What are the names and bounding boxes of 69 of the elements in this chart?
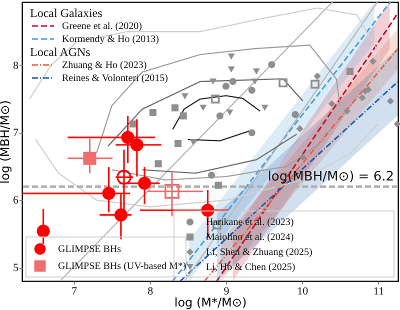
y-tick-label: 7 (13, 127, 19, 140)
y-tick-label: 8 (13, 60, 19, 72)
point (138, 176, 152, 190)
point (102, 186, 116, 200)
y-tick-label: 5 (13, 262, 19, 274)
point (200, 104, 207, 111)
annotation: Local AGNs (30, 45, 91, 59)
point (248, 86, 256, 94)
point (121, 130, 134, 144)
point (149, 108, 156, 116)
point (299, 153, 306, 161)
point (394, 120, 400, 128)
point (36, 224, 50, 238)
point (181, 93, 188, 100)
x-axis-title: log (M*/M⊙) (174, 296, 247, 310)
x-tick-label: 10 (297, 286, 309, 298)
line-series (29, 7, 383, 100)
point (174, 140, 182, 148)
x-tick-label: 7 (72, 286, 78, 298)
point (130, 138, 144, 152)
x-tick-label: 9 (224, 286, 230, 298)
point (226, 109, 234, 116)
point (369, 58, 376, 65)
legend-label: GLIMPSE BHs (UV-based M*) (58, 261, 186, 272)
point (268, 61, 276, 68)
legend-label: Kormendy & Ho (2013) (62, 34, 159, 45)
point (251, 78, 258, 85)
point (358, 94, 366, 102)
legend-label: Greene et al. (2020) (62, 21, 142, 32)
annotation: Local Galaxies (30, 6, 103, 20)
point (314, 72, 321, 80)
point (292, 111, 299, 118)
point (229, 78, 236, 86)
point (208, 172, 216, 179)
x-tick-label: 11 (373, 286, 384, 298)
point (210, 94, 220, 104)
legend-label: Reines & Volonteri (2015) (62, 73, 168, 84)
point (201, 204, 214, 217)
point (228, 66, 235, 72)
point (130, 120, 137, 128)
point (261, 104, 268, 111)
point (310, 80, 320, 89)
point (210, 78, 217, 85)
point (83, 152, 96, 165)
point (180, 112, 187, 120)
point (114, 208, 128, 222)
x-tick-label: 8 (148, 286, 154, 298)
point (386, 98, 394, 105)
point (171, 104, 179, 112)
point (216, 112, 224, 120)
point (164, 184, 180, 199)
point (154, 160, 162, 168)
point (278, 78, 288, 88)
y-tick-label: 6 (13, 194, 19, 207)
point (296, 125, 304, 132)
point (190, 139, 197, 146)
point (328, 100, 336, 108)
point (222, 82, 230, 90)
legend-label: GLIMPSE BHs (58, 244, 122, 255)
point (116, 170, 132, 185)
legend-label: Li, Ho & Chen (2025) (206, 262, 296, 273)
legend-label: Zhuang & Ho (2023) (62, 60, 147, 71)
point (214, 182, 222, 189)
point (343, 108, 351, 115)
point (252, 68, 260, 74)
point (248, 129, 256, 136)
y-axis-title: log (MBH/M⊙) (0, 100, 12, 184)
point (346, 68, 354, 75)
point (228, 54, 235, 60)
